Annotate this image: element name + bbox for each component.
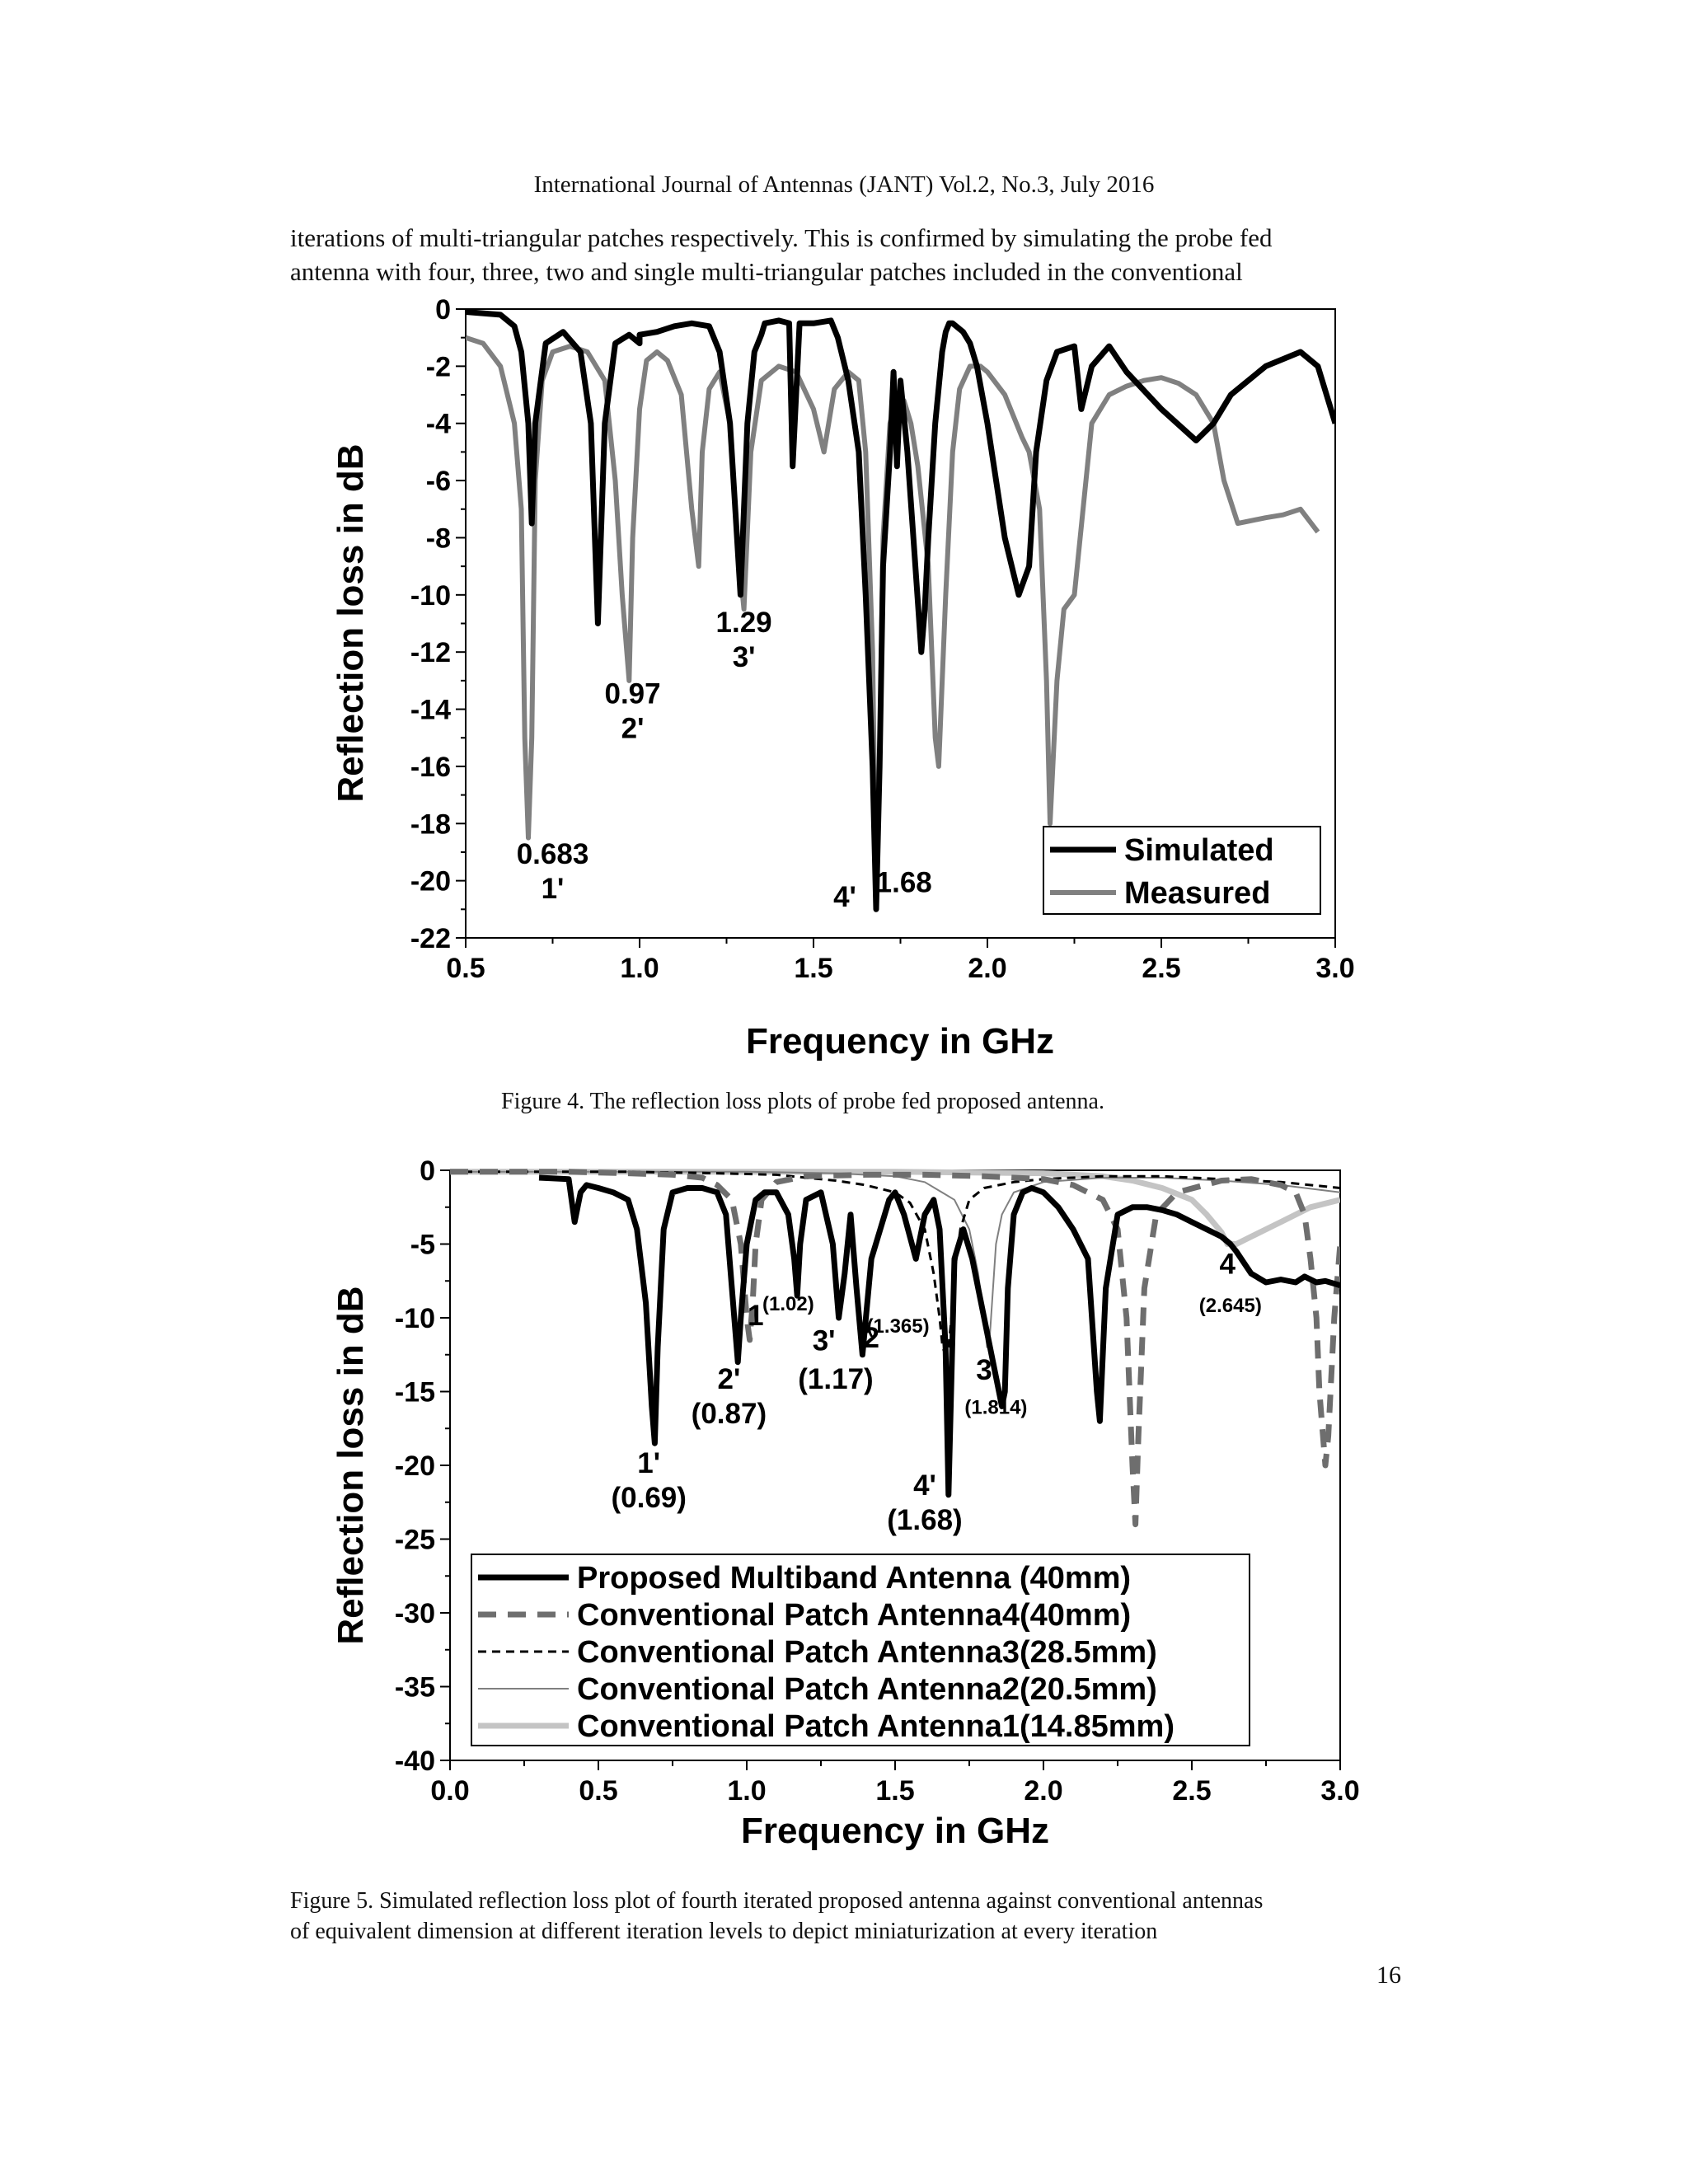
x-tick-label: 3.0 (1315, 953, 1354, 984)
legend-box (1043, 826, 1321, 915)
annotation-label: (0.69) (611, 1482, 686, 1514)
y-tick-label: -40 (395, 1746, 435, 1777)
y-tick-label: -20 (410, 866, 451, 898)
chart-4: 0 -2 -4 -6 -8 -10 -12 -14 -16 -18 -20 -220.5 1.0 1.5 2… (331, 294, 1355, 1062)
series-group (466, 309, 1335, 912)
caption-line: of equivalent dimension at different ite… (290, 1919, 1158, 1944)
annotation-label: 3' (813, 1324, 836, 1357)
x-tick-label: 1.0 (727, 1775, 766, 1807)
series-group (450, 1169, 1340, 1528)
legend-entry: Conventional Patch Antenna3(28.5mm) (577, 1635, 1157, 1670)
page-number: 16 (1376, 1961, 1401, 1989)
x-tick-label: 0.5 (579, 1775, 617, 1807)
series-line-2 (466, 335, 1320, 912)
legend-entry: Conventional Patch Antenna4(40mm) (577, 1598, 1131, 1633)
x-tick-label: 2.0 (968, 953, 1006, 984)
y-tick-label: -10 (395, 1303, 435, 1334)
annotation-label: 4' (833, 881, 856, 913)
series-line-1 (538, 1174, 1340, 1498)
x-tick-label: 1.5 (875, 1775, 914, 1807)
y-tick-label: -30 (395, 1598, 435, 1629)
legend-entry: Measured (1124, 876, 1270, 911)
y-tick-label: -10 (410, 580, 451, 612)
intro-line: iterations of multi-triangular patches r… (290, 223, 1273, 252)
annotation-label: (1.365) (867, 1315, 930, 1338)
y-tick-label: -12 (410, 637, 451, 668)
annotation-label: 2 (863, 1322, 879, 1354)
y-tick-label: -6 (426, 466, 451, 497)
annotation-label: (1.02) (762, 1293, 814, 1315)
journal-header: International Journal of Antennas (JANT)… (533, 171, 1155, 198)
x-axis-label: Frequency in GHz (746, 1021, 1054, 1062)
y-tick-label: -25 (395, 1525, 435, 1556)
series-line-1 (466, 309, 1335, 912)
intro-line: antenna with four, three, two and single… (290, 257, 1243, 286)
annotation-label: (0.87) (692, 1398, 767, 1430)
y-tick-label: -14 (410, 695, 451, 726)
annotation-label: 1.68 (876, 867, 932, 899)
y-tick-label: -35 (395, 1672, 435, 1704)
annotation-label: 2' (621, 713, 645, 745)
annotation-label: 1 (748, 1300, 763, 1332)
y-tick-label: -20 (395, 1451, 435, 1482)
legend-entry: Conventional Patch Antenna1(14.85mm) (577, 1709, 1175, 1744)
annotation-label: 3' (733, 641, 756, 673)
annotation-label: 1.29 (716, 607, 772, 639)
y-tick-label: -5 (410, 1230, 435, 1261)
annotation-label: (1.814) (964, 1396, 1027, 1418)
caption-line: Figure 5. Simulated reflection loss plot… (290, 1888, 1264, 1914)
annotation-label: (2.645) (1199, 1295, 1262, 1317)
x-axis-label: Frequency in GHz (741, 1811, 1049, 1851)
legend-box (471, 1554, 1250, 1746)
annotation-label: 0.683 (517, 838, 589, 870)
y-tick-label: 0 (420, 1155, 435, 1187)
x-tick-label: 0.5 (446, 953, 485, 984)
annotation-label: 4 (1219, 1248, 1236, 1280)
x-tick-label: 2.5 (1142, 953, 1180, 984)
x-tick-label: 1.0 (620, 953, 659, 984)
x-tick-label: 2.0 (1024, 1775, 1062, 1807)
legend-entry: Simulated (1124, 833, 1274, 868)
y-axis-label: Reflection loss in dB (331, 443, 371, 802)
y-tick-label: -2 (426, 351, 451, 382)
series-line-5 (450, 1169, 1340, 1247)
annotation-label: 4' (913, 1469, 936, 1502)
annotation-label: 1' (637, 1447, 660, 1479)
chart-5: 0 -5 -10 -15 -20 -25 -30 -35 -400.0 0.5 1.0 1.5 2.0 2… (331, 1155, 1360, 1851)
figure-5-caption: Figure 5. Simulated reflection loss plot… (290, 1886, 1263, 1947)
annotation-label: (1.68) (887, 1504, 962, 1536)
series-line-2 (450, 1169, 1340, 1528)
y-tick-label: -4 (426, 409, 451, 440)
y-tick-label: -15 (395, 1377, 435, 1408)
y-tick-label: -8 (426, 523, 451, 554)
y-tick-label: 0 (435, 294, 451, 326)
legend-entry: Proposed Multiband Antenna (40mm) (577, 1561, 1131, 1596)
y-tick-label: -22 (410, 923, 451, 954)
intro-paragraph: iterations of multi-triangular patches r… (290, 221, 1403, 288)
annotation-label: 3 (976, 1354, 992, 1386)
x-tick-label: 0.0 (430, 1775, 469, 1807)
figure-4-caption: Figure 4. The reflection loss plots of p… (501, 1089, 1104, 1114)
x-tick-label: 2.5 (1172, 1775, 1211, 1807)
y-tick-label: -16 (410, 752, 451, 783)
annotation-label: 2' (718, 1363, 741, 1395)
annotation-label: 0.97 (604, 678, 660, 710)
legend-entry: Conventional Patch Antenna2(20.5mm) (577, 1672, 1157, 1707)
annotation-label: 1' (542, 873, 565, 905)
y-axis-label: Reflection loss in dB (331, 1286, 371, 1644)
y-tick-label: -18 (410, 808, 451, 840)
x-tick-label: 1.5 (794, 953, 832, 984)
annotation-label: (1.17) (798, 1363, 873, 1395)
x-tick-label: 3.0 (1320, 1775, 1359, 1807)
